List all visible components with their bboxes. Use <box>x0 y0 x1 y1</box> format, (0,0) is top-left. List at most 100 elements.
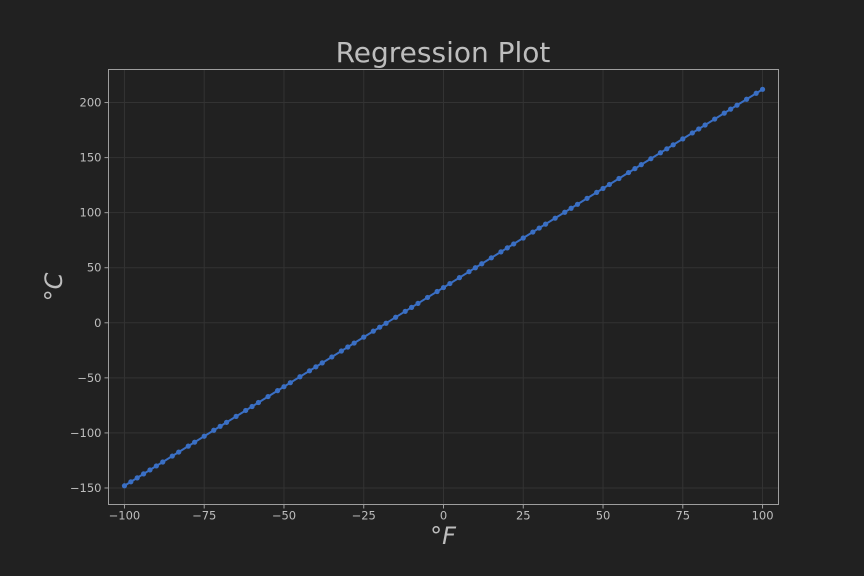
data-point <box>479 261 485 267</box>
data-point <box>169 453 175 459</box>
data-point <box>255 399 262 406</box>
data-point <box>728 106 734 112</box>
data-point <box>632 166 638 172</box>
data-point <box>712 116 718 122</box>
chart-title: Regression Plot <box>336 36 551 69</box>
data-point <box>520 235 526 241</box>
data-point <box>721 110 727 116</box>
grid <box>108 69 779 505</box>
data-point <box>440 284 447 291</box>
data-point <box>345 344 351 350</box>
data-point <box>542 221 549 227</box>
data-point <box>223 419 230 425</box>
x-axis-label: °F <box>430 522 457 550</box>
data-point <box>504 245 510 251</box>
y-tick-label: −150 <box>70 481 102 495</box>
data-point <box>297 374 303 380</box>
y-tick-label: 0 <box>94 316 101 330</box>
y-tick-label: −100 <box>70 426 102 440</box>
data-point <box>383 320 389 326</box>
data-point <box>434 288 440 295</box>
data-point <box>233 413 239 419</box>
data-point <box>648 156 654 162</box>
x-tick-label: −50 <box>272 509 296 523</box>
data-point <box>511 241 517 247</box>
data-point <box>176 449 182 455</box>
data-point <box>574 201 581 207</box>
data-point <box>680 136 686 142</box>
data-point <box>121 483 128 489</box>
x-tick-label: 50 <box>596 509 611 523</box>
data-point <box>370 328 376 334</box>
data-point <box>466 269 472 275</box>
data-point <box>568 205 574 211</box>
y-tick-label: 150 <box>80 151 102 165</box>
data-point <box>415 300 421 307</box>
data-point <box>743 96 750 102</box>
x-tick-label: −75 <box>192 509 216 523</box>
data-point <box>243 407 249 414</box>
data-point <box>625 169 632 176</box>
y-tick-label: 100 <box>80 206 102 220</box>
x-tick-label: 0 <box>440 509 447 523</box>
data-point <box>447 280 453 287</box>
x-tick-label: −100 <box>109 509 141 523</box>
data-point <box>584 195 590 201</box>
data-point <box>249 403 255 410</box>
x-tick-label: −25 <box>352 509 376 523</box>
y-tick-label: 200 <box>80 96 102 110</box>
data-point <box>759 86 766 92</box>
y-tick-label: −50 <box>77 371 101 385</box>
data-point <box>606 181 613 188</box>
data-point <box>338 348 345 354</box>
x-tick-label: 100 <box>752 509 774 523</box>
data-point <box>488 255 494 261</box>
data-point <box>329 354 335 360</box>
data-point <box>402 308 408 314</box>
data-point <box>319 360 325 366</box>
data-point <box>313 364 319 370</box>
data-point <box>696 126 702 132</box>
data-point <box>185 443 191 449</box>
data-point <box>134 475 140 481</box>
data-point <box>498 249 504 255</box>
data-point <box>552 215 558 221</box>
data-point <box>702 122 708 128</box>
data-point <box>274 388 281 394</box>
data-point <box>377 324 383 330</box>
data-point <box>734 102 740 108</box>
data-points <box>121 86 766 489</box>
data-point <box>265 393 271 400</box>
data-point <box>361 334 367 340</box>
data-point <box>536 225 542 231</box>
data-point <box>616 175 622 182</box>
data-point <box>211 427 217 433</box>
data-point <box>638 162 644 168</box>
data-point <box>217 423 223 429</box>
data-point <box>393 314 399 320</box>
data-point <box>201 433 207 439</box>
data-point <box>456 275 463 281</box>
data-point <box>689 130 695 136</box>
data-point <box>664 146 670 152</box>
data-point <box>670 142 676 148</box>
data-point <box>562 209 568 215</box>
data-point <box>657 150 664 156</box>
data-point <box>153 463 159 469</box>
data-point <box>408 304 415 310</box>
y-axis-ticks: −150 −100 −50 0 50 100 150 200 <box>70 96 109 495</box>
x-axis-ticks: −100 −75 −50 −25 0 25 50 75 100 <box>109 504 774 523</box>
data-point <box>140 471 147 477</box>
data-point <box>147 467 153 473</box>
data-point <box>281 384 287 390</box>
x-tick-label: 25 <box>516 509 531 523</box>
x-tick-label: 75 <box>675 509 690 523</box>
data-point <box>472 265 479 271</box>
data-point <box>424 294 431 301</box>
data-point <box>753 90 759 96</box>
data-point <box>192 439 198 445</box>
data-point <box>306 368 313 374</box>
y-tick-label: 50 <box>87 261 102 275</box>
y-axis-label: °C <box>40 272 68 301</box>
